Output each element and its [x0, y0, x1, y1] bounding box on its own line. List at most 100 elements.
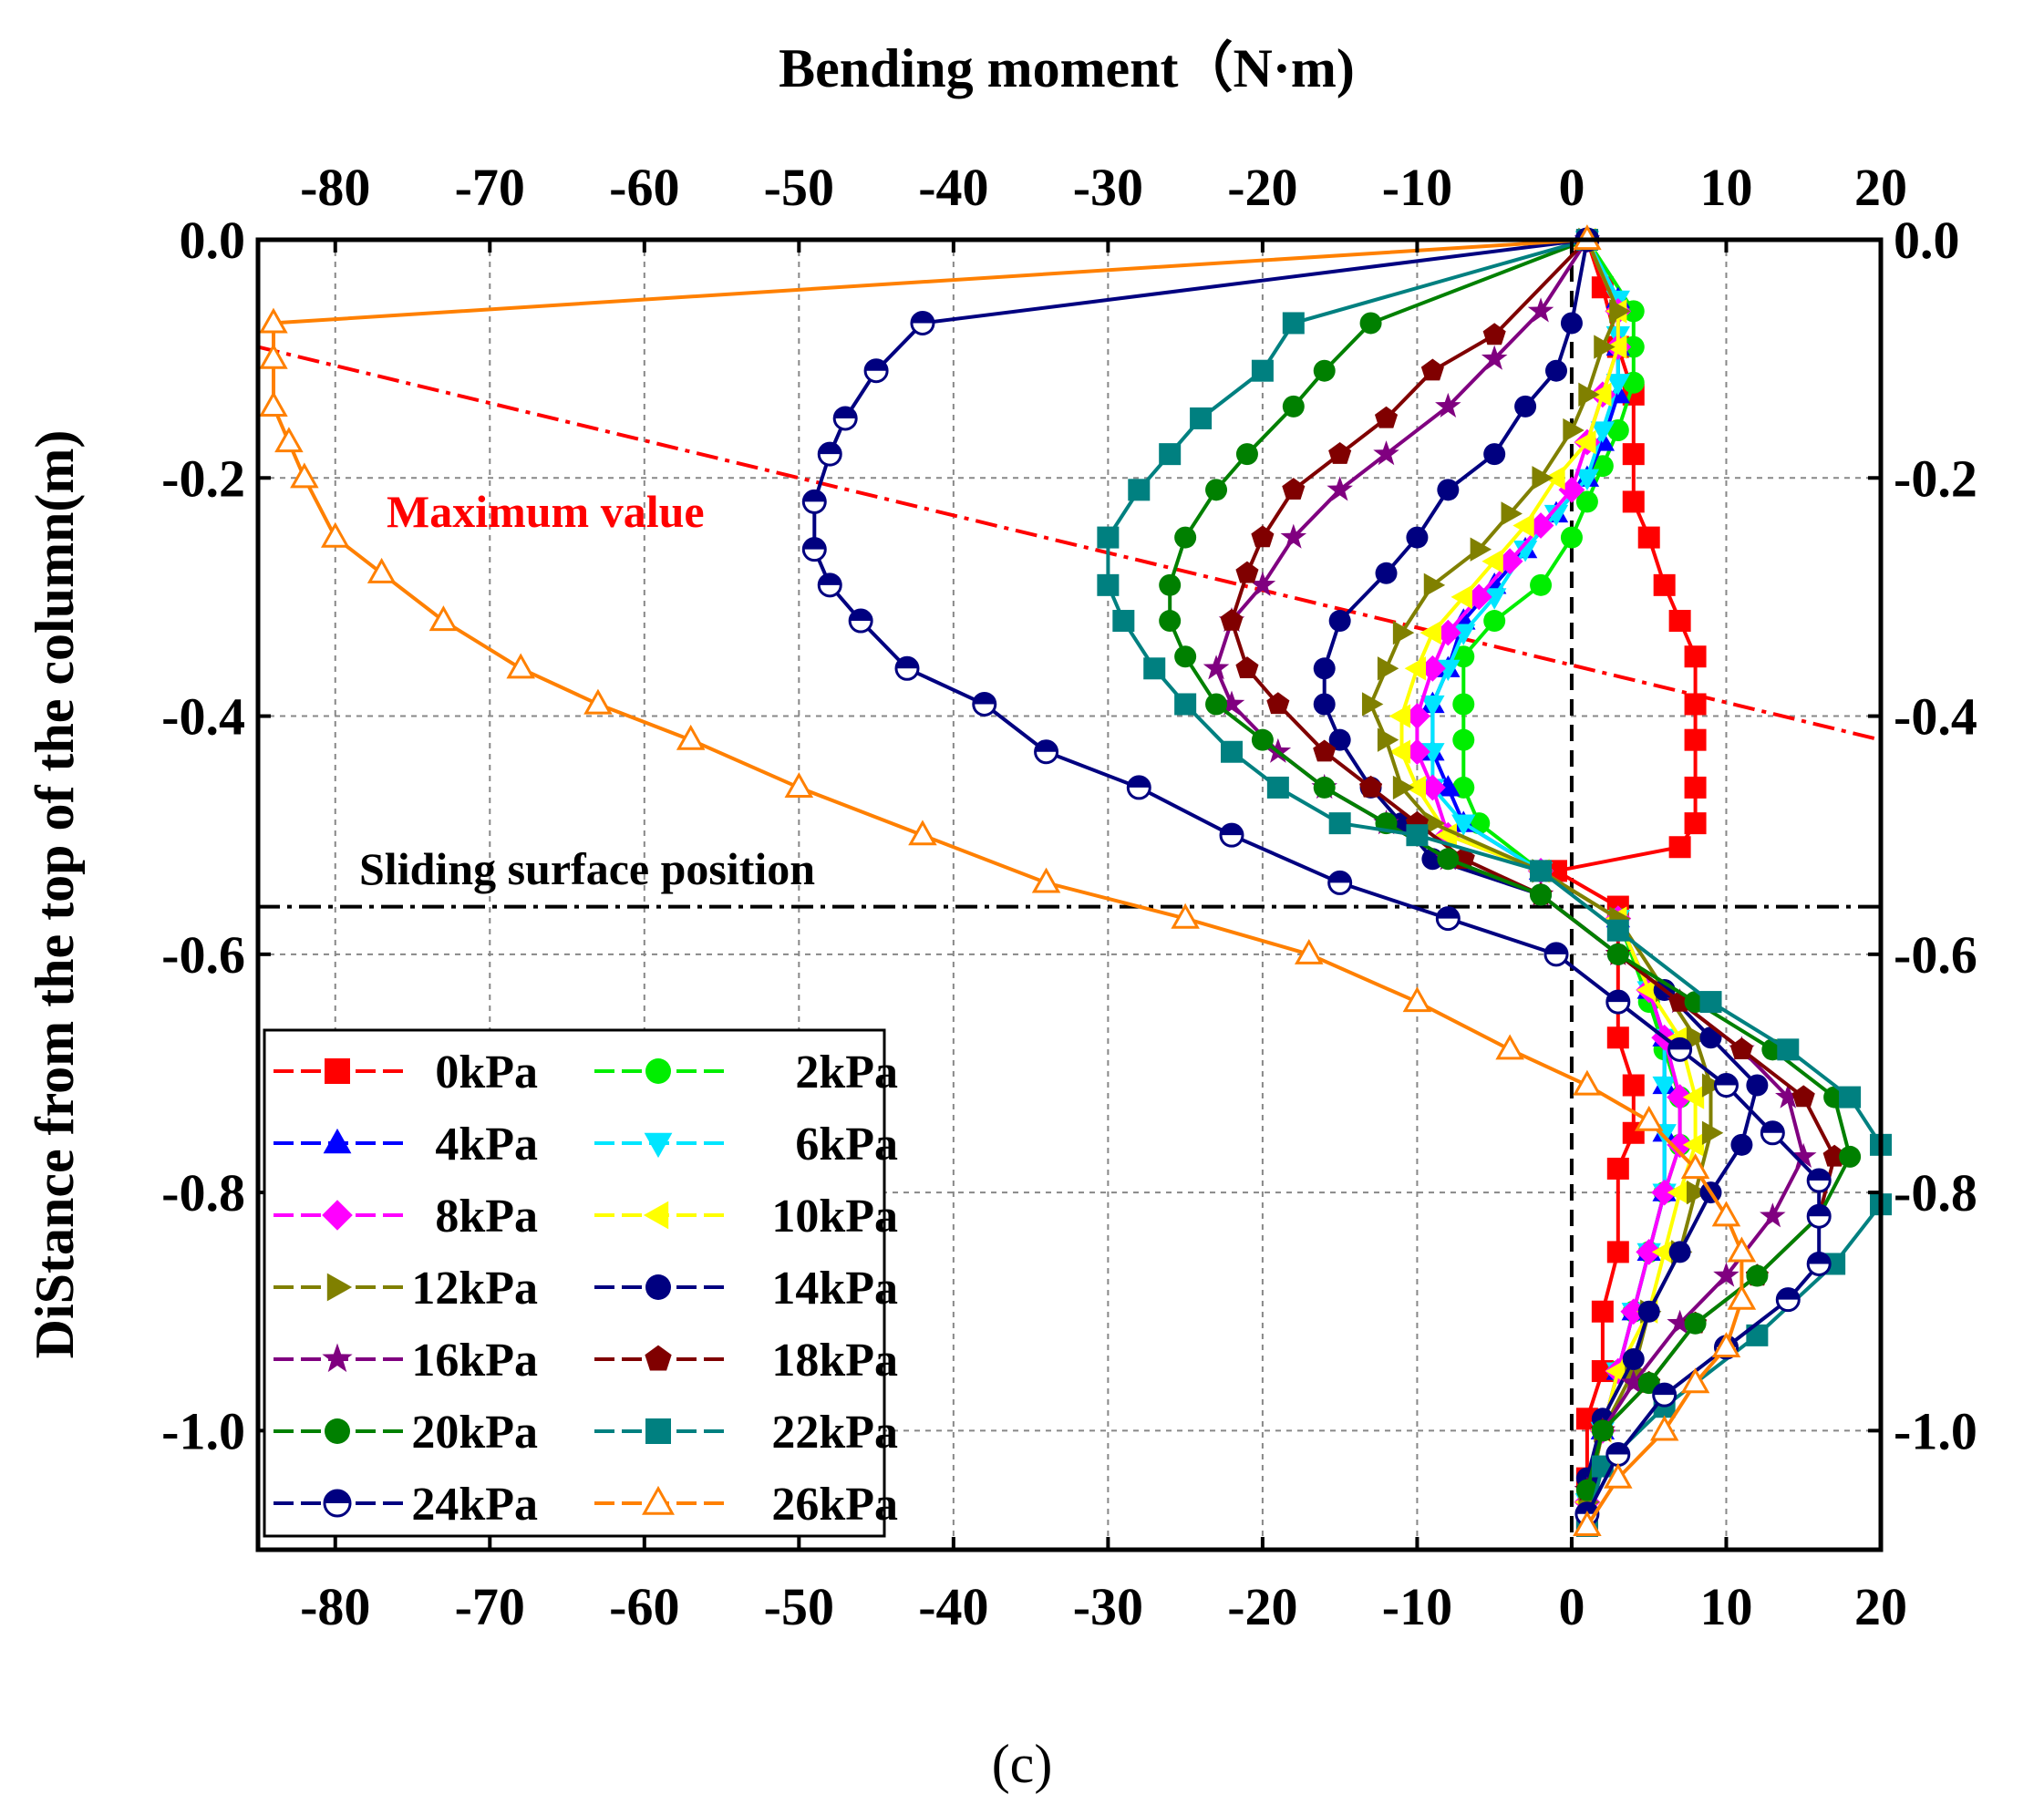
data-point [1434, 619, 1461, 646]
data-point [1219, 822, 1244, 848]
legend-item: 14kPa [594, 1263, 898, 1315]
marker-fill [803, 490, 826, 502]
marker-fill [1777, 1288, 1800, 1300]
data-point [1374, 406, 1399, 428]
y-axis-title: DiStance from the top of the column(m) [25, 430, 85, 1359]
legend-label: 4kPa [435, 1119, 538, 1170]
marker-fill [911, 312, 934, 324]
data-point [1235, 656, 1259, 678]
data-point [1775, 1287, 1801, 1313]
data-point [1649, 1415, 1679, 1441]
data-point [1701, 1120, 1724, 1145]
data-point [1667, 1180, 1689, 1205]
data-point [1532, 466, 1554, 490]
marker-fill [834, 407, 857, 418]
data-point [1280, 523, 1307, 549]
x-tick-label-bottom: -10 [1382, 1577, 1452, 1636]
legend-marker [323, 1128, 352, 1154]
legend-item: 10kPa [594, 1191, 898, 1243]
data-point [1282, 478, 1306, 500]
data-point [1839, 1145, 1862, 1168]
data-point [1667, 1084, 1694, 1110]
data-point [1406, 824, 1429, 847]
x-tick-label-bottom: 0 [1558, 1577, 1585, 1636]
data-point [1729, 1037, 1753, 1060]
legend-item: 22kPa [594, 1407, 898, 1459]
data-point [1327, 870, 1353, 895]
legend-marker [323, 1489, 352, 1518]
marker-fill [850, 610, 872, 622]
data-point [1205, 479, 1228, 501]
data-point [801, 489, 827, 514]
data-point [1530, 883, 1553, 906]
data-point [1591, 1300, 1614, 1323]
data-point [1404, 775, 1427, 800]
data-point [1684, 645, 1707, 668]
data-point [1404, 656, 1427, 681]
data-point [1419, 620, 1441, 645]
ticks: -80 -80 -70 -70 -60 -60 -50 -50 -40 -40 -30 -30 -20 -… [161, 158, 1977, 1636]
x-tick-label-bottom: 10 [1699, 1577, 1752, 1636]
data-point [1313, 359, 1336, 382]
maximum-value-line [257, 345, 1882, 742]
legend-label: 26kPa [771, 1479, 898, 1531]
data-point [1402, 986, 1432, 1013]
data-point [1684, 1312, 1707, 1335]
data-point [1699, 991, 1722, 1014]
marker-fill [1606, 991, 1629, 1003]
data-point [1266, 692, 1290, 715]
data-point [1530, 860, 1553, 882]
y-tick-label-right: -1.0 [1894, 1401, 1977, 1460]
legend-box [263, 1028, 886, 1538]
x-tick-label-bottom: -50 [764, 1577, 834, 1636]
marker-fill [1808, 1170, 1831, 1181]
data-point [1543, 504, 1569, 527]
data-point [1406, 526, 1429, 549]
data-point [1437, 479, 1460, 501]
data-point [274, 427, 304, 453]
data-point [1527, 297, 1554, 323]
data-point [848, 608, 873, 634]
legend-marker [644, 1132, 673, 1159]
data-point [1171, 902, 1200, 929]
data-point [1604, 1462, 1633, 1489]
x-tick-label-top: -40 [918, 158, 988, 217]
data-point [1313, 693, 1336, 716]
series-22kPa [1097, 229, 1892, 1537]
data-point [1328, 610, 1351, 633]
series-layer [259, 224, 1892, 1537]
data-point [1452, 693, 1475, 716]
data-point [1684, 776, 1707, 799]
data-point [259, 307, 288, 334]
data-point [1634, 1105, 1664, 1131]
figure-caption: (c) [992, 1734, 1053, 1794]
legend-item: 20kPa [274, 1407, 538, 1459]
marker-fill [803, 538, 826, 550]
x-tick-label-bottom: -80 [300, 1577, 370, 1636]
data-point [1159, 573, 1182, 596]
legend-marker [322, 1200, 353, 1231]
data-point [1235, 561, 1259, 583]
data-point [1392, 775, 1415, 800]
data-point [972, 691, 997, 717]
legend-marker [325, 1418, 350, 1444]
data-point [1423, 810, 1446, 836]
data-point [1574, 469, 1600, 491]
marker-fill [1808, 1253, 1831, 1264]
data-point [1791, 1085, 1815, 1108]
data-point [1481, 549, 1503, 573]
x-tick-label-top: -50 [764, 158, 834, 217]
data-point [1328, 812, 1351, 835]
data-point [1435, 906, 1461, 932]
grid [258, 240, 1881, 1550]
data-point [1563, 418, 1585, 443]
data-point [1574, 429, 1596, 455]
data-point [1435, 392, 1461, 418]
x-tick-label-bottom: -40 [918, 1577, 988, 1636]
data-point [1423, 572, 1446, 598]
data-point [1606, 943, 1629, 965]
legend-item: 8kPa [274, 1191, 538, 1243]
data-point [1713, 1262, 1739, 1287]
data-point [801, 537, 827, 562]
y-tick-label-left: -1.0 [161, 1401, 245, 1460]
